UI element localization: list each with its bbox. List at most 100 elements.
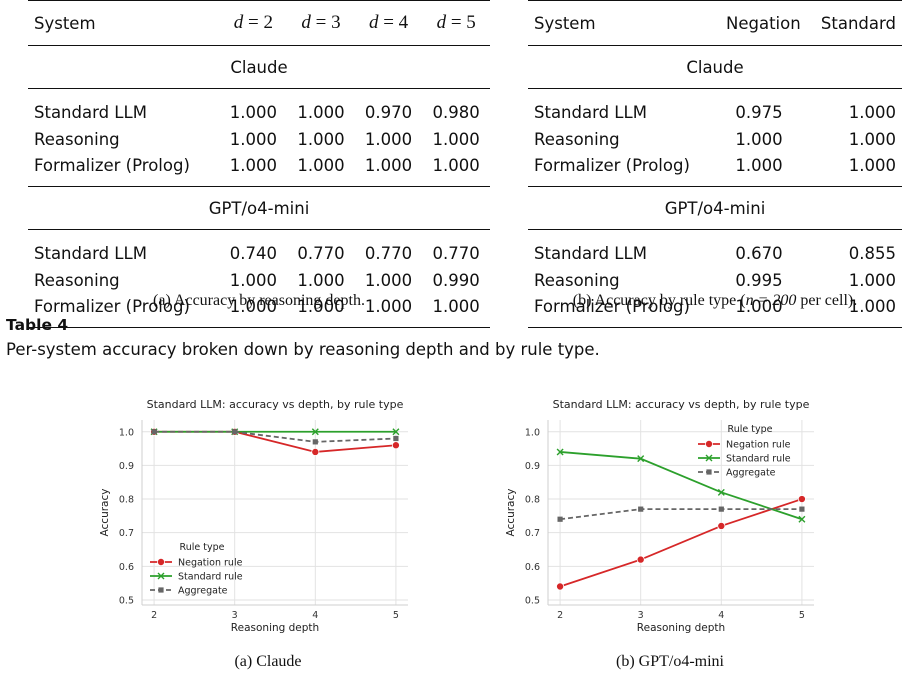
y-tick-label: 0.9 (525, 461, 540, 472)
table-b-grid: System Negation Standard Claude Standard… (528, 0, 902, 328)
point-standard (392, 428, 400, 436)
point-aggregate (638, 506, 644, 512)
y-tick-label: 0.6 (525, 562, 540, 573)
y-tick-label: 0.5 (525, 595, 540, 606)
x-tick-label: 5 (799, 610, 805, 621)
table-a-group-gpt: GPT/o4-mini (28, 186, 490, 230)
table-a-row: Reasoning 1.000 1.000 1.000 1.000 (34, 130, 480, 149)
series-line-negation (154, 430, 396, 453)
legend-marker-aggregate (706, 469, 712, 475)
point-negation (797, 495, 806, 504)
y-tick-label: 0.7 (119, 528, 134, 539)
point-aggregate (557, 516, 563, 522)
table-b-header-negation: Negation (711, 0, 807, 46)
table-a-header-system: System (28, 0, 220, 46)
point-standard (717, 488, 725, 496)
table-b-caption: (b) Accuracy by rule type (n = 200 per c… (572, 292, 858, 309)
x-tick-label: 3 (232, 610, 238, 621)
table-a: System d = 2 d = 3 d = 4 d = 5 Claude St… (28, 0, 490, 328)
table-a-row: Standard LLM 0.740 0.770 0.770 0.770 (34, 244, 480, 263)
chart-title: Standard LLM: accuracy vs depth, by rule… (147, 398, 404, 411)
legend-label: Negation rule (178, 558, 243, 569)
table-a-row: Formalizer (Prolog) 1.000 1.000 1.000 1.… (28, 292, 490, 328)
table-a-header-d5: d = 5 (422, 0, 490, 46)
table-a-row: Standard LLM 1.000 1.000 0.970 0.980 (34, 103, 480, 122)
point-aggregate (718, 506, 724, 512)
table-b-row: Standard LLM 0.975 1.000 (534, 103, 896, 122)
point-negation (636, 555, 645, 564)
point-negation (311, 447, 320, 456)
series-line-negation (559, 498, 803, 588)
table-a-header-d2: d = 2 (219, 0, 288, 46)
point-negation (391, 441, 400, 450)
table-b-group-claude: Claude (528, 45, 902, 89)
table-b-header-standard: Standard (806, 0, 902, 46)
table-b-row: Standard LLM 0.670 0.855 (534, 244, 896, 263)
table-b-header-system: System (528, 0, 712, 46)
chart-b-caption: (b) GPT/o4-mini (616, 653, 724, 670)
chart-a-caption: (a) Claude (234, 653, 302, 670)
legend-marker-negation (704, 440, 713, 449)
y-tick-label: 0.6 (119, 562, 134, 573)
legend-marker-negation (157, 557, 166, 566)
table-a-header-row: System d = 2 d = 3 d = 4 d = 5 (28, 0, 490, 46)
chart-gpt: Standard LLM: accuracy vs depth, by rule… (505, 398, 814, 634)
point-aggregate (393, 435, 399, 442)
table-b-row: Formalizer (Prolog) 1.000 1.000 (534, 156, 896, 175)
legend-label: Standard rule (178, 572, 243, 583)
table-b-row: Formalizer (Prolog) 1.000 1.000 (528, 292, 902, 328)
y-tick-label: 1.0 (119, 427, 134, 438)
legend-label: Aggregate (726, 468, 776, 479)
x-tick-label: 2 (151, 610, 157, 621)
point-negation (556, 582, 565, 591)
legend-title: Rule type (728, 424, 773, 435)
table-b-row: Reasoning 1.000 1.000 (534, 130, 896, 149)
x-axis-label: Reasoning depth (231, 622, 319, 634)
table-a-group-claude: Claude (28, 45, 490, 89)
x-tick-label: 5 (393, 610, 399, 621)
point-aggregate (151, 429, 157, 435)
x-tick-label: 3 (638, 610, 644, 621)
table-a-row: Reasoning 1.000 1.000 1.000 0.990 (34, 271, 480, 290)
table-a-header-d3: d = 3 (287, 0, 355, 46)
table-a-grid: System d = 2 d = 3 d = 4 d = 5 Claude St… (28, 0, 490, 328)
legend-marker-standard (705, 454, 713, 462)
y-tick-label: 0.5 (119, 595, 134, 606)
legend-marker-standard (157, 572, 165, 580)
point-aggregate (312, 439, 318, 445)
table-b: System Negation Standard Claude Standard… (528, 0, 902, 328)
point-aggregate (232, 429, 238, 435)
table-a-caption: (a) Accuracy by reasoning depth. (153, 292, 365, 309)
point-aggregate (799, 506, 805, 512)
table-label: Table 4 (6, 316, 69, 334)
x-axis-label: Reasoning depth (637, 622, 725, 634)
table-b-row: Reasoning 0.995 1.000 (534, 271, 896, 290)
table-a-row: Formalizer (Prolog) 1.000 1.000 1.000 1.… (34, 156, 480, 175)
x-tick-label: 2 (557, 610, 563, 621)
legend-label: Aggregate (178, 586, 228, 597)
y-tick-label: 1.0 (525, 427, 540, 438)
table-caption: Per-system accuracy broken down by reaso… (6, 340, 600, 359)
point-negation (717, 521, 726, 530)
legend-marker-aggregate (158, 587, 164, 593)
x-tick-label: 4 (312, 610, 318, 621)
table-a-header-d4: d = 4 (354, 0, 423, 46)
series-line-aggregate (154, 430, 396, 443)
y-tick-label: 0.9 (119, 461, 134, 472)
table-b-group-gpt: GPT/o4-mini (528, 186, 902, 230)
series-line-aggregate (559, 508, 802, 521)
x-tick-label: 4 (718, 610, 724, 621)
point-standard (798, 515, 806, 523)
legend-title: Rule type (180, 542, 225, 553)
y-tick-label: 0.8 (119, 495, 134, 506)
point-standard (556, 448, 564, 456)
chart-title: Standard LLM: accuracy vs depth, by rule… (553, 398, 810, 411)
y-tick-label: 0.7 (525, 528, 540, 539)
legend-label: Negation rule (726, 440, 791, 451)
y-tick-label: 0.8 (525, 495, 540, 506)
point-standard (637, 455, 645, 463)
y-axis-label: Accuracy (505, 489, 517, 537)
legend-label: Standard rule (726, 454, 791, 465)
table-b-header-row: System Negation Standard (528, 0, 902, 46)
chart-claude: Standard LLM: accuracy vs depth, by rule… (99, 398, 408, 634)
